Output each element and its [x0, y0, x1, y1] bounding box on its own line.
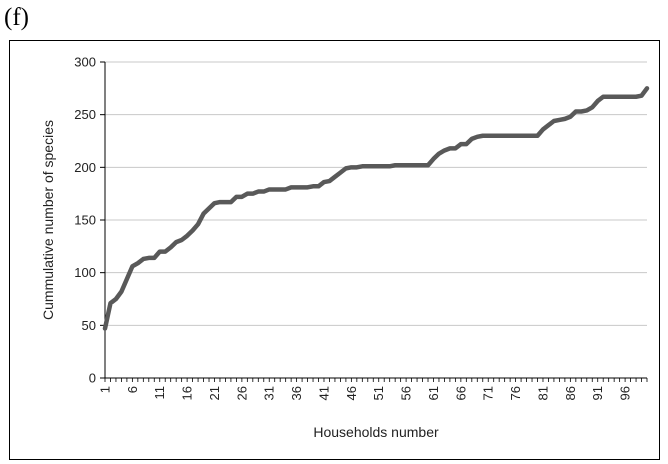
x-tick-label: 41 [316, 386, 331, 400]
x-axis-label: Households number [313, 424, 439, 440]
x-tick-label: 81 [535, 386, 550, 400]
x-tick-label: 91 [590, 386, 605, 400]
x-tick-label: 36 [289, 386, 304, 400]
x-tick-label: 61 [426, 386, 441, 400]
x-tick-label: 71 [481, 386, 496, 400]
x-tick-label: 16 [180, 386, 195, 400]
x-tick-label: 31 [262, 386, 277, 400]
x-tick-label: 96 [618, 386, 633, 400]
x-tick-label: 76 [508, 386, 523, 400]
chart-frame [9, 40, 660, 460]
x-tick-label: 56 [399, 386, 414, 400]
x-tick-label: 11 [152, 386, 167, 400]
y-axis-label: Cummulative number of species [40, 120, 56, 320]
x-tick-label: 66 [453, 386, 468, 400]
x-tick-label: 21 [207, 386, 222, 400]
y-tick-label: 200 [74, 160, 96, 175]
y-tick-labels: 0 50 100 150 200 250 300 [74, 55, 96, 386]
y-tick-label: 300 [74, 55, 96, 70]
y-tick-label: 0 [89, 371, 96, 386]
x-tick-labels: 1 6 11 16 21 26 31 36 41 46 51 56 61 66 71 76 81 86 91 96 [98, 386, 633, 400]
x-tick-label: 86 [563, 386, 578, 400]
series-line-0 [102, 86, 650, 331]
y-tick-label: 50 [82, 318, 96, 333]
y-tick-label: 250 [74, 107, 96, 122]
y-tick-label: 150 [74, 213, 96, 228]
y-tick-label: 100 [74, 265, 96, 280]
x-tick-label: 46 [344, 386, 359, 400]
grid-lines [105, 61, 647, 326]
axes [100, 61, 648, 382]
series-layer [102, 86, 650, 331]
x-tick-label: 6 [125, 386, 140, 393]
x-tick-label: 1 [98, 386, 113, 393]
x-tick-label: 51 [371, 386, 386, 400]
x-tick-label: 26 [234, 386, 249, 400]
panel-label: (f) [4, 4, 29, 31]
